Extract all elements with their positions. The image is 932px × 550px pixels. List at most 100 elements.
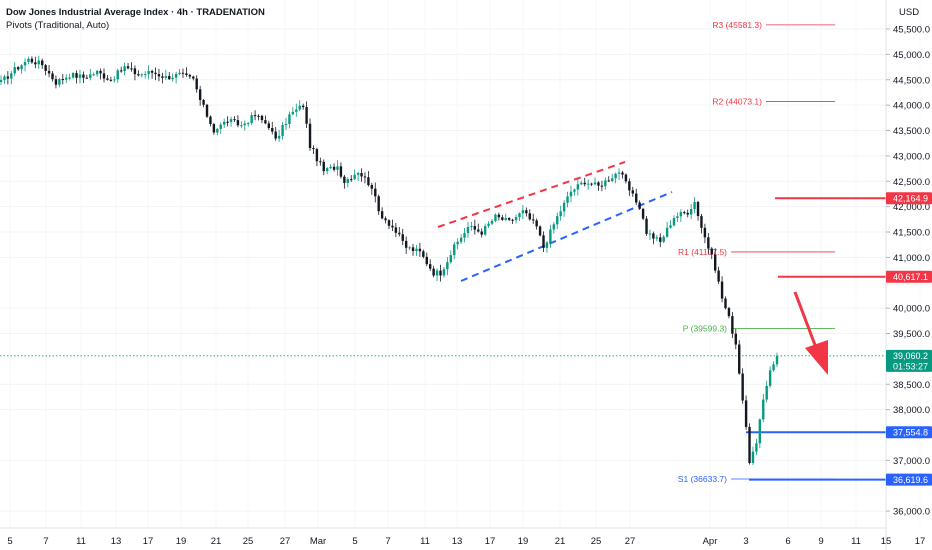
candle-body bbox=[3, 76, 6, 80]
candle-body bbox=[590, 183, 593, 185]
candle-body bbox=[205, 104, 209, 117]
candle-body bbox=[277, 136, 281, 139]
x-tick-label: 15 bbox=[881, 536, 892, 547]
candle-body bbox=[391, 225, 394, 228]
y-tick-label: 38,000.0 bbox=[893, 405, 930, 416]
candle-body bbox=[71, 73, 75, 78]
candle-body bbox=[367, 177, 370, 186]
channel-upper-line bbox=[437, 161, 626, 228]
candle-body bbox=[593, 182, 597, 185]
candle-body bbox=[703, 227, 707, 238]
candle-body bbox=[85, 77, 89, 79]
candle-body bbox=[755, 443, 758, 452]
candle-body bbox=[635, 193, 638, 203]
y-tick-label: 42,500.0 bbox=[893, 177, 930, 188]
candle-body bbox=[621, 172, 624, 175]
candle-body bbox=[610, 178, 614, 182]
candle-body bbox=[384, 218, 387, 221]
candle-body bbox=[95, 70, 99, 75]
candle-body bbox=[171, 77, 174, 80]
candle-body bbox=[41, 60, 44, 66]
candle-body bbox=[284, 124, 288, 126]
candle-body bbox=[422, 251, 425, 257]
candle-body bbox=[504, 218, 507, 220]
x-tick-label: 17 bbox=[915, 536, 926, 547]
arrow-head bbox=[805, 340, 828, 375]
candle-body bbox=[298, 105, 301, 110]
candle-body bbox=[614, 173, 617, 179]
candle-body bbox=[154, 72, 157, 75]
candle-body bbox=[772, 364, 775, 371]
candle-body bbox=[116, 70, 119, 80]
candle-body bbox=[511, 219, 514, 221]
x-tick-label: 13 bbox=[452, 536, 463, 547]
candle-body bbox=[102, 73, 106, 79]
candle-body bbox=[748, 426, 751, 463]
candle-body bbox=[404, 240, 408, 248]
pivot-label: R2 (44073.1) bbox=[712, 96, 762, 106]
candle-body bbox=[556, 216, 559, 225]
candle-body bbox=[174, 73, 178, 78]
candle-body bbox=[398, 232, 401, 235]
current-price-tag-countdown: 01:53:27 bbox=[893, 361, 928, 371]
candle-body bbox=[192, 76, 195, 79]
candle-body bbox=[638, 202, 641, 209]
candle-body bbox=[538, 226, 542, 236]
y-tick-label: 40,000.0 bbox=[893, 304, 930, 315]
chart-title: Dow Jones Industrial Average Index · 4h … bbox=[6, 7, 265, 18]
candle-body bbox=[483, 226, 487, 235]
candle-body bbox=[325, 168, 329, 172]
candle-body bbox=[61, 79, 65, 81]
candle-body bbox=[30, 58, 34, 63]
candle-body bbox=[222, 121, 226, 125]
candle-body bbox=[497, 214, 501, 218]
indicator-label[interactable]: Pivots (Traditional, Auto) bbox=[6, 20, 110, 31]
x-tick-label: 6 bbox=[785, 536, 790, 547]
level-price-tag-text: 37,554.8 bbox=[893, 427, 928, 437]
candle-body bbox=[233, 119, 236, 121]
candle-body bbox=[762, 399, 765, 420]
candle-body bbox=[109, 79, 113, 81]
candle-body bbox=[82, 74, 85, 78]
candle-body bbox=[216, 128, 219, 133]
candle-body bbox=[549, 229, 552, 243]
candle-body bbox=[525, 210, 528, 214]
candle-body bbox=[288, 114, 291, 125]
x-tick-label: 7 bbox=[43, 536, 48, 547]
channel-lower-line bbox=[460, 191, 673, 282]
candle-body bbox=[573, 189, 576, 192]
candle-body bbox=[140, 74, 143, 76]
candle-body bbox=[535, 220, 538, 227]
candle-body bbox=[583, 182, 586, 185]
candle-body bbox=[209, 116, 212, 125]
candle-body bbox=[37, 60, 40, 65]
current-price-tag-text: 39,060.2 bbox=[893, 351, 928, 361]
candle-body bbox=[724, 298, 727, 309]
candle-body bbox=[350, 179, 353, 181]
candle-body bbox=[552, 224, 556, 230]
candle-body bbox=[130, 68, 133, 70]
candle-body bbox=[439, 270, 442, 276]
y-tick-label: 44,500.0 bbox=[893, 75, 930, 86]
candle-body bbox=[576, 184, 580, 190]
candle-body bbox=[751, 451, 755, 463]
candle-body bbox=[188, 74, 192, 77]
candle-body bbox=[23, 61, 27, 66]
candle-body bbox=[113, 79, 116, 81]
candle-body bbox=[449, 255, 453, 263]
pivot-label: R3 (45581.3) bbox=[712, 20, 762, 30]
x-tick-label: 21 bbox=[555, 536, 566, 547]
candle-body bbox=[652, 233, 655, 239]
candle-body bbox=[123, 66, 126, 72]
candle-body bbox=[477, 229, 480, 232]
candle-body bbox=[604, 180, 607, 187]
candle-body bbox=[161, 76, 164, 78]
candle-body bbox=[198, 89, 202, 101]
candle-body bbox=[569, 191, 573, 197]
candle-body bbox=[133, 68, 137, 75]
x-tick-label: 7 bbox=[385, 536, 390, 547]
y-tick-label: 45,500.0 bbox=[893, 25, 930, 36]
candle-body bbox=[308, 123, 312, 149]
level-price-tag-bg bbox=[886, 426, 932, 439]
